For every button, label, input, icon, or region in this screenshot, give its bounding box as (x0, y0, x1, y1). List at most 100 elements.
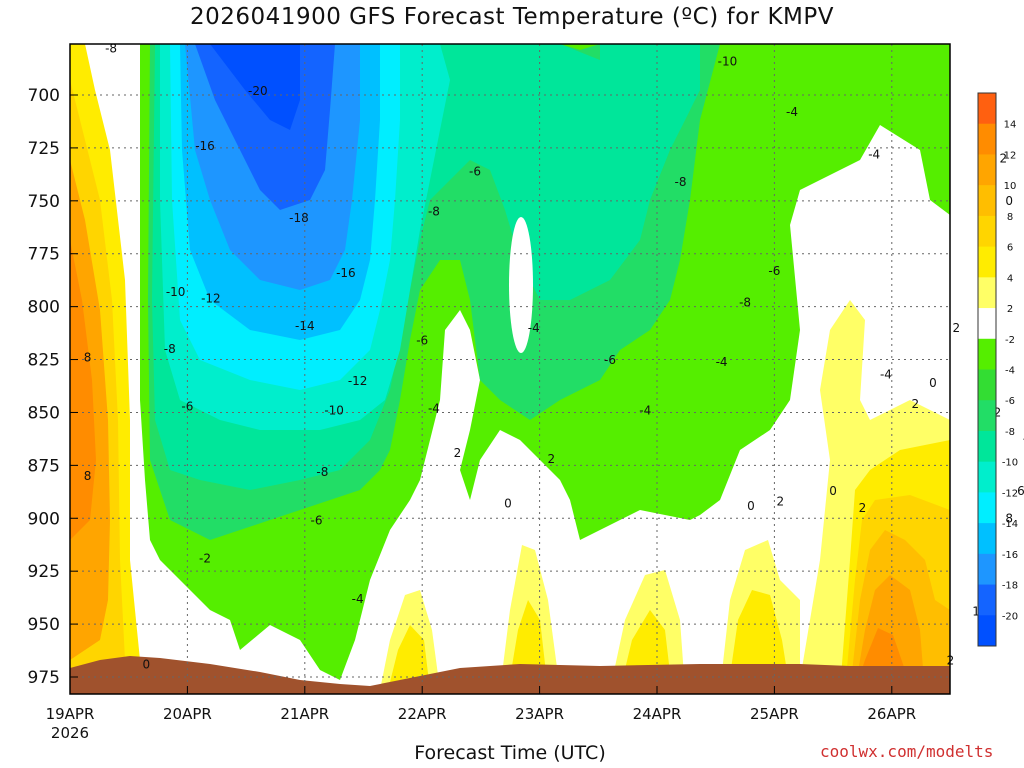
y-tick-label: 700 (28, 86, 60, 106)
contour-label: -6 (181, 399, 193, 413)
contour-label: -2 (199, 552, 211, 566)
plot-frame (69, 43, 951, 695)
y-tick-label: 800 (28, 298, 60, 318)
credit-link[interactable]: coolwx.com/modelts (820, 742, 994, 761)
contour-label: -4 (428, 401, 440, 415)
colorbar-swatch (978, 492, 996, 524)
contour-label: -20 (248, 84, 268, 98)
contour-label: -6 (469, 164, 481, 178)
colorbar-label: -2 (1005, 335, 1015, 346)
contour-fill-layer (70, 44, 950, 694)
x-axis-label: Forecast Time (UTC) (414, 742, 606, 764)
contour-label: -8 (428, 205, 440, 219)
colorbar-swatch (978, 615, 996, 647)
contour-label: -4 (868, 147, 880, 161)
colorbar-swatch (978, 246, 996, 278)
x-tick-label: 22APR (398, 705, 447, 723)
y-tick-label: 900 (28, 509, 60, 529)
colorbar-label: 10 (1004, 181, 1017, 192)
contour-label: 0 (747, 499, 755, 513)
y-tick-label: 750 (28, 192, 60, 212)
contour-label: -16 (336, 266, 356, 280)
contour-label: -8 (674, 175, 686, 189)
contour-label: -4 (716, 355, 728, 369)
contour-label: 2 (1000, 152, 1008, 166)
colorbar-label: -6 (1005, 396, 1015, 407)
contour-label: 0 (929, 376, 937, 390)
x-tick-label: 26APR (867, 705, 916, 723)
x-tick-label: 23APR (515, 705, 564, 723)
colorbar-swatch (978, 400, 996, 432)
x-tick-label: 21APR (280, 705, 329, 723)
colorbar-label: 6 (1007, 243, 1013, 254)
colorbar-swatch (978, 369, 996, 401)
contour-label: 2 (776, 495, 784, 509)
x-tick-label: 20APR (163, 705, 212, 723)
contour-label: -16 (195, 139, 215, 153)
colorbar-frame (977, 92, 997, 647)
contour-label: -6 (311, 514, 323, 528)
x-axis-year: 2026 (51, 724, 89, 742)
x-tick-label: 25APR (750, 705, 799, 723)
contour-label: -18 (289, 211, 309, 225)
y-tick-label: 775 (28, 245, 60, 265)
colorbar-label: 14 (1004, 120, 1017, 131)
colorbar-swatch (978, 553, 996, 586)
y-tick-label: 975 (28, 668, 60, 688)
contour-label: 0 (142, 658, 150, 672)
y-tick-label: 925 (28, 562, 60, 582)
colorbar-label: 4 (1007, 273, 1013, 284)
y-axis-ticks: 700 725 750 775 800 825 850 875 900 925 950 975 (28, 86, 78, 688)
contour-label: -6 (604, 353, 616, 367)
y-tick-label: 950 (28, 615, 60, 635)
contour-label: -10 (166, 285, 186, 299)
colorbar-label: -18 (1002, 581, 1018, 592)
colorbar-label: 12 (1004, 150, 1017, 161)
contour-label: -4 (528, 321, 540, 335)
colorbar-label: -12 (1002, 488, 1018, 499)
colorbar-label: -8 (1005, 427, 1015, 438)
contour-label: 8 (1005, 512, 1013, 526)
colorbar-swatch (978, 584, 996, 616)
colorbar: 14 12 10 8 6 4 2 -2 -4 -6 -8 -10 -12 -14 -16 -18 -20 (977, 92, 1018, 647)
contour-label: 8 (84, 469, 92, 483)
contour-label: -12 (348, 374, 368, 388)
contour-label: -6 (768, 264, 780, 278)
contour-label: -10 (718, 54, 738, 68)
contour-label: 0 (1005, 194, 1013, 208)
contour-label: 2 (454, 446, 462, 460)
grid-lines (70, 44, 950, 694)
contour-label: -6 (416, 334, 428, 348)
colorbar-swatch (978, 185, 996, 217)
colorbar-label: 2 (1007, 304, 1013, 315)
band-blue-core (210, 44, 300, 130)
x-axis-ticks: 19APR 20APR 21APR 22APR 23APR 24APR 25APR 26APR (46, 686, 916, 723)
y-tick-label: 850 (28, 403, 60, 423)
contour-label: -4 (639, 404, 651, 418)
terrain (70, 656, 950, 694)
bump-22apr-inner (388, 625, 430, 690)
contour-label: 8 (84, 351, 92, 365)
contour-label: 2 (859, 501, 867, 515)
contour-label: 4 (1023, 431, 1024, 445)
contour-label: -8 (105, 42, 117, 56)
contour-label: 2 (994, 406, 1002, 420)
band-aqua-upper-right (600, 44, 700, 160)
contour-label: 2 (953, 321, 961, 335)
colorbar-label: -10 (1002, 458, 1018, 469)
colorbar-swatch (978, 308, 996, 340)
colorbar-label: -4 (1005, 366, 1015, 377)
contour-label: -4 (880, 368, 892, 382)
contour-label: -4 (786, 105, 798, 119)
x-tick-label: 24APR (633, 705, 682, 723)
contour-labels: -8-20-16-18-16-14-12-10-8-12-10-6-8-6-4-… (84, 42, 1024, 672)
contour-label: 0 (504, 497, 512, 511)
warm-bubble (509, 217, 533, 353)
y-tick-label: 725 (28, 139, 60, 159)
colorbar-label: -16 (1002, 550, 1018, 561)
contour-label: -8 (739, 296, 751, 310)
colorbar-swatch (978, 215, 996, 248)
contour-label: -10 (324, 404, 344, 418)
contour-label: -14 (295, 319, 315, 333)
